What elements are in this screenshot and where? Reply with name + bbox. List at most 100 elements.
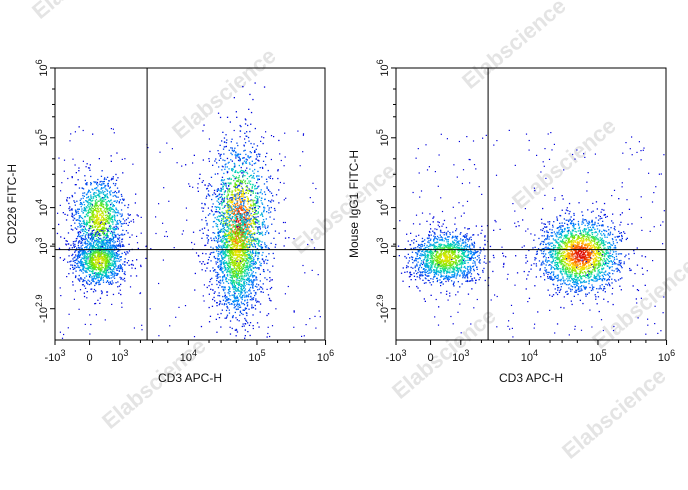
event-dot [222,217,224,219]
event-dot [185,164,187,166]
event-dot [134,267,136,270]
event-dot [112,282,114,284]
event-dot [242,277,244,279]
event-dot [89,218,91,220]
event-dot [92,271,94,273]
event-dot [109,245,111,247]
event-dot [231,147,233,149]
event-dot [68,255,70,257]
event-dot [236,254,238,256]
event-dot [222,272,224,274]
event-dot [88,255,90,258]
event-dot [253,207,256,209]
event-dot [113,234,115,236]
event-dot [107,266,109,268]
event-dot [234,226,237,228]
event-dot [121,213,123,215]
event-dot [197,190,199,192]
event-dot [120,277,123,279]
event-dot [221,286,223,288]
event-dot [90,248,92,250]
plot-frame [54,67,326,341]
event-dot [119,268,122,270]
event-dot [261,223,263,225]
event-dot [257,179,259,181]
event-dot [227,289,230,291]
event-dot [240,166,242,169]
event-dot [98,222,100,225]
event-dot [112,208,114,210]
event-dot [237,203,239,205]
event-dot [248,256,250,259]
event-dot [246,229,248,231]
event-dot [101,184,103,186]
event-dot [82,254,84,256]
event-dot [243,325,245,327]
event-dot [237,213,239,215]
event-dot [92,250,94,252]
event-dot [78,254,80,256]
event-dot [248,226,250,228]
event-dot [89,258,91,261]
event-dot [235,151,237,153]
event-dot [226,300,228,302]
event-dot [204,203,206,205]
event-dot [82,188,85,190]
event-dot [117,266,119,268]
event-dot [86,183,88,185]
event-dot [239,306,242,308]
event-dot [87,167,90,169]
event-dot [242,221,244,223]
event-dot [99,226,101,228]
event-dot [216,302,218,304]
event-dot [83,266,85,268]
event-dot [227,194,229,197]
event-dot [106,209,108,211]
event-dot [100,209,102,211]
event-dot [242,267,245,270]
event-dot [202,232,204,234]
event-dot [218,266,220,269]
event-dot [240,248,242,250]
event-dot [74,245,76,247]
event-dot [228,214,231,217]
event-dot [257,239,259,241]
watermark-text: Elabscience [507,113,621,214]
event-dot [83,206,86,209]
event-dot [237,261,239,264]
event-dot [79,256,81,258]
event-dot [79,224,81,226]
event-dot [246,265,248,268]
event-dot [75,275,77,277]
event-dot [266,187,268,189]
event-dot [267,225,269,227]
event-dot [108,249,110,252]
event-dot [213,270,215,272]
event-dot [241,271,243,274]
event-dot [245,254,247,256]
event-dot [262,219,265,221]
event-dot [229,272,231,274]
event-dot [106,256,109,258]
event-dot [201,207,203,209]
event-dot [216,277,218,279]
event-dot [226,296,228,298]
event-dot [97,244,99,246]
event-dot [99,265,101,267]
event-dot [224,182,226,184]
event-dot [88,248,90,250]
event-dot [223,193,225,195]
event-dot [89,191,92,193]
event-dot [252,208,254,211]
event-dot [257,259,259,261]
event-dot [251,255,253,258]
event-dot [278,139,280,142]
event-dot [104,250,106,252]
event-dot [242,243,244,245]
event-dot [247,243,249,245]
event-dot [114,236,116,238]
event-dot [238,241,240,243]
event-dot [83,256,85,258]
event-dot [244,149,246,151]
event-dot [231,219,233,221]
